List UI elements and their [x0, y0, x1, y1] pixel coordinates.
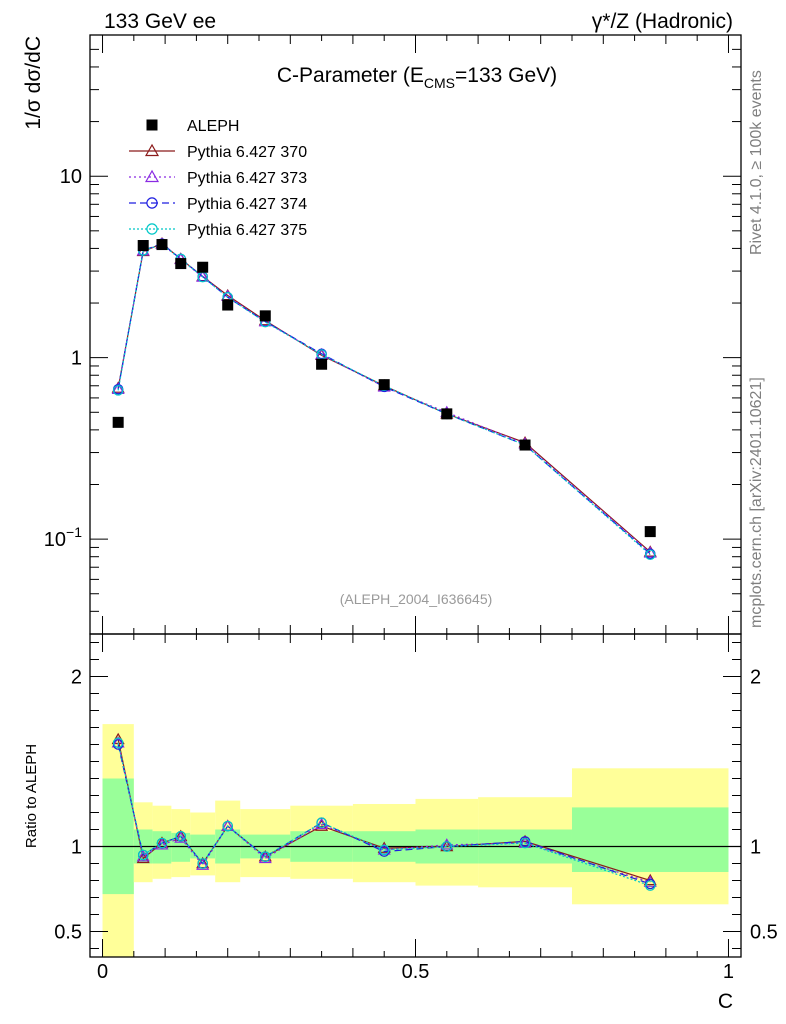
reference-label: (ALEPH_2004_I636645)	[340, 591, 493, 607]
title-tail: =133 GeV)	[455, 64, 557, 87]
ratio-y-axis-label: Ratio to ALEPH	[23, 744, 40, 848]
data-point-0	[112, 416, 124, 428]
x-tick-label-1: 0.5	[402, 961, 430, 983]
y-tick-label-2: 10	[60, 166, 82, 188]
main-series	[111, 236, 657, 561]
ratio-tick-label-left-0: 0.5	[54, 922, 82, 944]
data-point-8	[378, 379, 390, 391]
series-line-2	[117, 242, 651, 555]
ratio-3-point-11	[644, 880, 656, 891]
side-source-text: mcplots.cern.ch [arXiv:2401.10621]	[748, 377, 765, 628]
side-events-text: Rivet 4.1.0, ≥ 100k events	[748, 70, 765, 255]
ratio-3-point-1	[137, 849, 149, 861]
ratio-0-point-1	[136, 851, 150, 864]
ratio-tick-label-left-1: 1	[71, 837, 82, 859]
ratio-tick-label-right-2: 2	[750, 667, 761, 689]
data-point-9	[441, 408, 453, 420]
y-axis-label: 1/σ dσ/dC	[22, 36, 45, 130]
ratio-bands	[102, 724, 729, 957]
band-inner-11	[571, 807, 729, 872]
legend-marker-4	[146, 223, 158, 235]
title-main: C-Parameter (E	[277, 64, 424, 87]
ratio-tick-label-right-1: 1	[750, 837, 761, 859]
data-point-5	[222, 299, 234, 311]
ratio-3-point-8	[378, 844, 390, 856]
series-line-3	[117, 243, 651, 556]
legend-marker-data	[146, 119, 158, 131]
ratio-1-point-9	[440, 838, 454, 850]
axes: 0 0.5 1 10−1 1 10 0.5 0.5 1 1 2 2	[44, 34, 778, 983]
ratio-3-point-7	[316, 817, 327, 828]
ratio-0-point-7	[315, 819, 329, 831]
ratio-1-point-6	[258, 851, 272, 864]
ratio-3-point-3	[175, 831, 187, 842]
x-axis-label: C	[718, 990, 733, 1013]
header-left: 133 GeV ee	[104, 10, 216, 33]
data-point-6	[259, 310, 271, 322]
ratio-3-point-6	[259, 851, 271, 862]
ratio-1-point-3	[174, 831, 188, 843]
data-point-2	[156, 239, 168, 251]
legend: ALEPH Pythia 6.427 370 Pythia 6.427 373 Pyt…	[129, 118, 307, 239]
data-point-11	[644, 526, 656, 538]
data-point-4	[197, 261, 209, 273]
chart-title: C-Parameter (ECMS=133 GeV)	[277, 64, 557, 91]
y-tick-label-0: 10−1	[44, 524, 82, 551]
ratio-series	[90, 732, 741, 891]
legend-label-0: ALEPH	[187, 118, 239, 135]
data-point-10	[519, 439, 531, 451]
legend-label-4: Pythia 6.427 375	[187, 222, 307, 239]
ratio-1-point-2	[155, 838, 169, 850]
ratio-tick-label-right-0: 0.5	[750, 922, 778, 944]
ratio-tick-label-left-2: 2	[71, 667, 82, 689]
ratio-3-point-0	[112, 737, 124, 749]
title-sub: CMS	[424, 75, 455, 91]
data-point-1	[137, 240, 149, 252]
x-tick-label-2: 1	[723, 961, 734, 983]
legend-label-2: Pythia 6.427 373	[187, 170, 307, 187]
series-3-point-0	[112, 385, 124, 396]
ratio-3-point-2	[156, 837, 168, 849]
series-line-1	[117, 243, 651, 554]
series-3-point-11	[644, 549, 656, 561]
header-right: γ*/Z (Hadronic)	[592, 10, 733, 33]
legend-marker-1	[144, 143, 160, 157]
series-line-0	[117, 242, 651, 553]
x-tick-label-0: 0	[97, 961, 108, 983]
legend-label-1: Pythia 6.427 370	[187, 144, 307, 161]
legend-label-3: Pythia 6.427 374	[187, 196, 307, 213]
legend-marker-2	[144, 169, 160, 183]
ratio-3-point-5	[222, 820, 233, 832]
data-point-3	[175, 258, 187, 270]
ratio-1-point-1	[136, 849, 150, 862]
legend-marker-3	[146, 197, 158, 209]
y-tick-label-1: 1	[71, 348, 82, 370]
ratio-3-point-4	[197, 858, 208, 869]
band-inner-0	[102, 778, 134, 895]
ratio-1-point-4	[196, 858, 210, 870]
data-point-7	[316, 358, 328, 370]
ratio-line-3	[117, 742, 651, 887]
ratio-3-point-10	[519, 837, 531, 849]
ratio-3-point-9	[441, 841, 453, 852]
